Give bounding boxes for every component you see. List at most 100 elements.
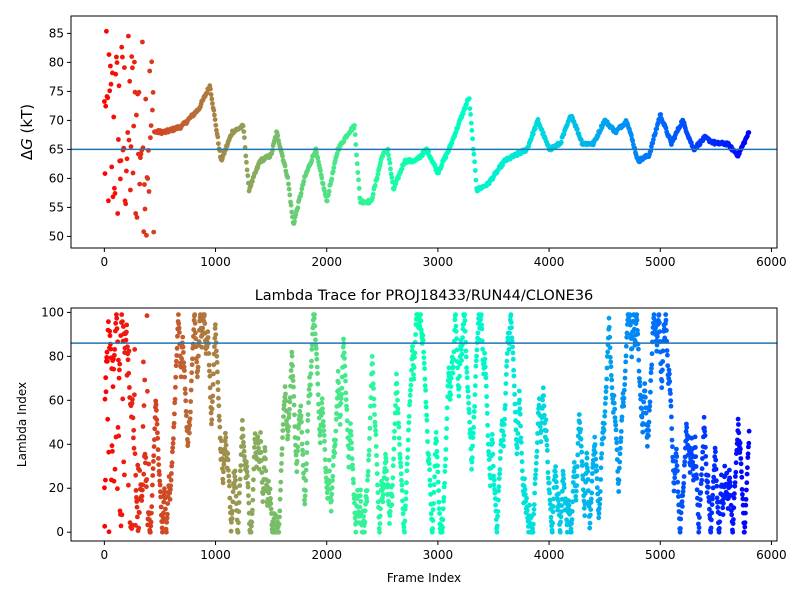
lambda-point xyxy=(720,505,726,511)
delta-g-point xyxy=(658,112,664,117)
lambda-point xyxy=(598,455,604,461)
lambda-point xyxy=(568,529,574,535)
delta-g-point xyxy=(128,144,134,150)
lambda-point xyxy=(226,473,232,479)
lambda-point xyxy=(680,504,685,509)
lambda-point xyxy=(470,443,475,449)
lambda-point xyxy=(295,444,301,450)
lambda-point xyxy=(306,400,311,406)
lambda-point xyxy=(596,511,602,516)
lambda-point xyxy=(402,529,407,535)
lambda-point xyxy=(342,373,348,378)
lambda-point xyxy=(215,379,221,385)
lambda-point xyxy=(288,368,294,373)
lambda-point xyxy=(469,466,474,472)
delta-g-point xyxy=(334,151,340,156)
lambda-point xyxy=(170,445,176,451)
lambda-point xyxy=(450,364,456,370)
lambda-point xyxy=(230,499,236,505)
lambda-point xyxy=(554,484,559,490)
delta-g-point xyxy=(208,92,214,97)
lambda-point xyxy=(383,459,389,464)
lambda-point xyxy=(558,509,564,515)
lambda-point xyxy=(733,474,738,479)
lambda-point xyxy=(148,519,154,525)
lambda-point xyxy=(339,392,344,397)
delta-g-point xyxy=(142,206,148,212)
lambda-point xyxy=(553,464,558,469)
lambda-point xyxy=(599,441,605,447)
lambda-point xyxy=(735,416,741,422)
lambda-point xyxy=(693,445,698,450)
lambda-point xyxy=(619,414,625,420)
lambda-point xyxy=(344,407,350,412)
lambda-point xyxy=(171,436,176,442)
lambda-point xyxy=(421,355,427,360)
lambda-point xyxy=(607,345,613,351)
lambda-point xyxy=(338,412,343,418)
lambda-point xyxy=(395,406,401,412)
delta-g-point xyxy=(104,28,109,34)
lambda-point xyxy=(410,344,415,349)
lambda-point xyxy=(622,375,628,381)
lambda-point xyxy=(696,529,702,535)
lambda-point xyxy=(581,505,587,511)
delta-g-point xyxy=(324,198,330,204)
lambda-point xyxy=(266,478,271,484)
delta-g-point xyxy=(114,60,120,65)
lambda-point xyxy=(330,478,335,483)
lambda-point xyxy=(220,476,226,482)
lambda-point xyxy=(246,500,252,506)
lambda-point xyxy=(560,468,566,474)
lambda-point xyxy=(712,445,718,451)
delta-g-point xyxy=(134,215,140,220)
lambda-point xyxy=(489,432,495,437)
lambda-point xyxy=(518,423,523,429)
lambda-point xyxy=(551,496,556,502)
lambda-point xyxy=(746,440,752,446)
delta-g-point xyxy=(468,120,474,126)
lambda-point xyxy=(134,504,140,510)
lambda-point xyxy=(141,359,146,365)
lambda-point xyxy=(330,463,336,468)
lambda-point xyxy=(172,396,178,402)
lambda-point xyxy=(494,529,500,535)
lambda-point xyxy=(587,512,593,518)
delta-g-point xyxy=(439,162,445,168)
lambda-point xyxy=(506,347,512,352)
lambda-point xyxy=(394,371,399,377)
lambda-point xyxy=(447,397,453,402)
lambda-point xyxy=(312,323,318,329)
lambda-point xyxy=(115,486,120,492)
lambda-point xyxy=(574,464,580,469)
delta-g-point xyxy=(111,114,117,120)
lambda-point xyxy=(102,523,108,529)
lambda-point xyxy=(245,473,250,479)
lambda-point xyxy=(278,468,284,473)
lambda-point xyxy=(308,364,314,369)
lambda-point xyxy=(116,375,122,381)
lambda-point xyxy=(207,368,212,374)
lambda-point xyxy=(613,427,619,433)
lambda-point xyxy=(496,476,502,481)
lambda-point xyxy=(210,393,216,399)
lambda-point xyxy=(149,493,155,498)
delta-g-point xyxy=(352,132,358,138)
lambda-point xyxy=(715,505,721,510)
lambda-point xyxy=(666,367,672,373)
lambda-point xyxy=(358,487,363,493)
lambda-point xyxy=(671,488,677,494)
lambda-point xyxy=(511,383,517,389)
lambda-point xyxy=(367,436,372,441)
lambda-point xyxy=(398,464,404,469)
lambda-point xyxy=(182,374,188,380)
lambda-point xyxy=(466,406,472,412)
delta-g-point xyxy=(356,186,362,191)
delta-g-point xyxy=(375,171,381,177)
lambda-point xyxy=(742,520,748,526)
lambda-point xyxy=(540,397,545,403)
lambda-point xyxy=(407,399,413,404)
lambda-point xyxy=(531,507,537,512)
lambda-point xyxy=(156,462,162,467)
lambda-point xyxy=(195,374,200,380)
